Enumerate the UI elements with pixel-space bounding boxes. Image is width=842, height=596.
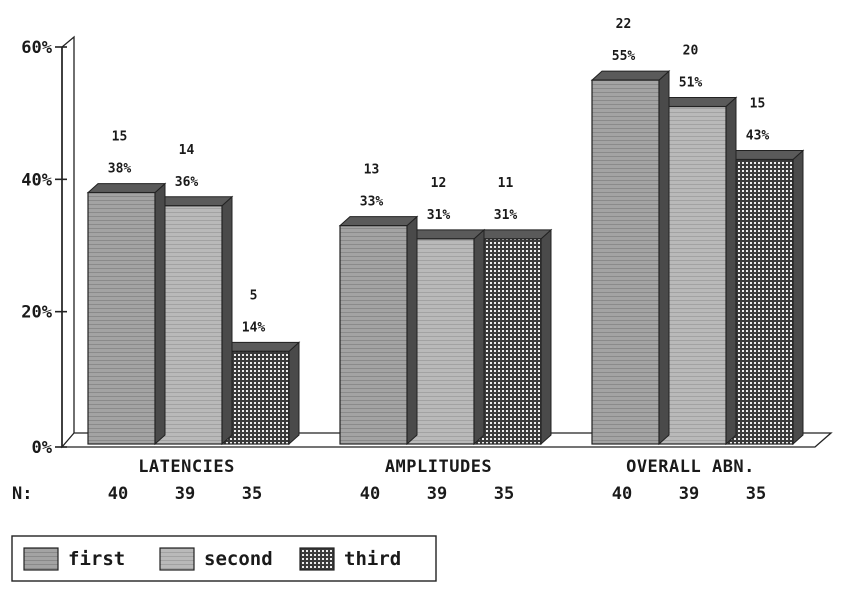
n-value: 39	[427, 484, 447, 504]
bar-count-label: 15	[112, 130, 128, 145]
bar-side	[540, 228, 552, 446]
bar-first-2	[339, 225, 408, 445]
bars	[86, 69, 805, 446]
bar-second-2	[406, 238, 475, 445]
n-value: 40	[612, 484, 632, 504]
bar-top	[657, 97, 738, 108]
bar-percent-label: 31%	[494, 208, 518, 223]
n-value: 35	[494, 484, 514, 504]
bar-top	[153, 196, 234, 207]
bar-percent-label: 55%	[612, 49, 636, 64]
bar-side	[792, 149, 804, 446]
n-value: 40	[108, 484, 128, 504]
bar-top	[220, 341, 301, 352]
n-row-label: N:	[12, 484, 32, 504]
legend: first second third	[11, 535, 437, 582]
data-labels: 14% 5 36% 14 38% 15 31% 11 31% 12 33% 13 43% 15 51% 20 5…	[108, 17, 770, 335]
n-value: 39	[175, 484, 195, 504]
legend-swatch-first	[23, 547, 59, 571]
bar-side	[406, 215, 418, 446]
legend-box	[11, 535, 437, 582]
bar-count-label: 12	[431, 176, 447, 191]
bar-count-label: 15	[750, 96, 766, 111]
bar-percent-label: 14%	[242, 320, 266, 335]
bar-second-1	[154, 205, 223, 445]
category-label: OVERALL ABN.	[626, 457, 755, 477]
bar-third-2	[473, 238, 542, 445]
category-labels: LATENCIES AMPLITUDES OVERALL ABN.	[138, 457, 755, 477]
bar-top	[338, 216, 419, 227]
category-label: AMPLITUDES	[385, 457, 492, 477]
category-label: LATENCIES	[138, 457, 235, 477]
bar-count-label: 13	[364, 163, 380, 178]
bar-count-label: 14	[179, 143, 195, 158]
y-tick-label: 0%	[32, 438, 53, 458]
bar-first-1	[87, 191, 156, 445]
bar-count-label: 5	[250, 288, 258, 303]
n-row-values: 35 39 40 35 39 40 35 39 40	[108, 484, 766, 504]
bar-count-label: 22	[616, 17, 632, 32]
y-tick-label: 20%	[21, 303, 52, 323]
n-value: 39	[679, 484, 699, 504]
bar-top	[590, 70, 671, 81]
bar-top	[86, 183, 167, 194]
n-value: 35	[746, 484, 766, 504]
bar-percent-label: 43%	[746, 128, 770, 143]
n-value: 35	[242, 484, 262, 504]
legend-swatch-third	[299, 547, 335, 571]
bar-side	[221, 195, 233, 446]
y-tick-label: 40%	[21, 170, 52, 190]
legend-label-third: third	[344, 548, 401, 570]
bar-percent-label: 31%	[427, 208, 451, 223]
bar-side	[154, 182, 166, 446]
bar-percent-label: 51%	[679, 76, 703, 91]
bar-percent-label: 36%	[175, 175, 199, 190]
bar-top	[405, 229, 486, 240]
y-axis-ticks: 0% 20% 40% 60%	[21, 38, 67, 458]
bar-count-label: 20	[683, 44, 699, 59]
bar-count-label: 11	[498, 176, 514, 191]
bar-third-3	[725, 158, 794, 445]
bar-percent-label: 33%	[360, 195, 384, 210]
back-wall	[61, 35, 75, 449]
bar-side	[288, 341, 300, 446]
bar-first-3	[591, 79, 660, 445]
bar-side	[658, 69, 670, 446]
bar-top	[472, 229, 553, 240]
bar-second-3	[658, 105, 727, 445]
bar-side	[725, 96, 737, 446]
bar-top	[724, 149, 805, 160]
bar-side	[473, 228, 485, 446]
legend-swatch-second	[159, 547, 195, 571]
n-value: 40	[360, 484, 380, 504]
y-tick-label: 60%	[21, 38, 52, 58]
legend-label-second: second	[204, 548, 273, 570]
legend-label-first: first	[68, 548, 125, 570]
bar-percent-label: 38%	[108, 162, 132, 177]
